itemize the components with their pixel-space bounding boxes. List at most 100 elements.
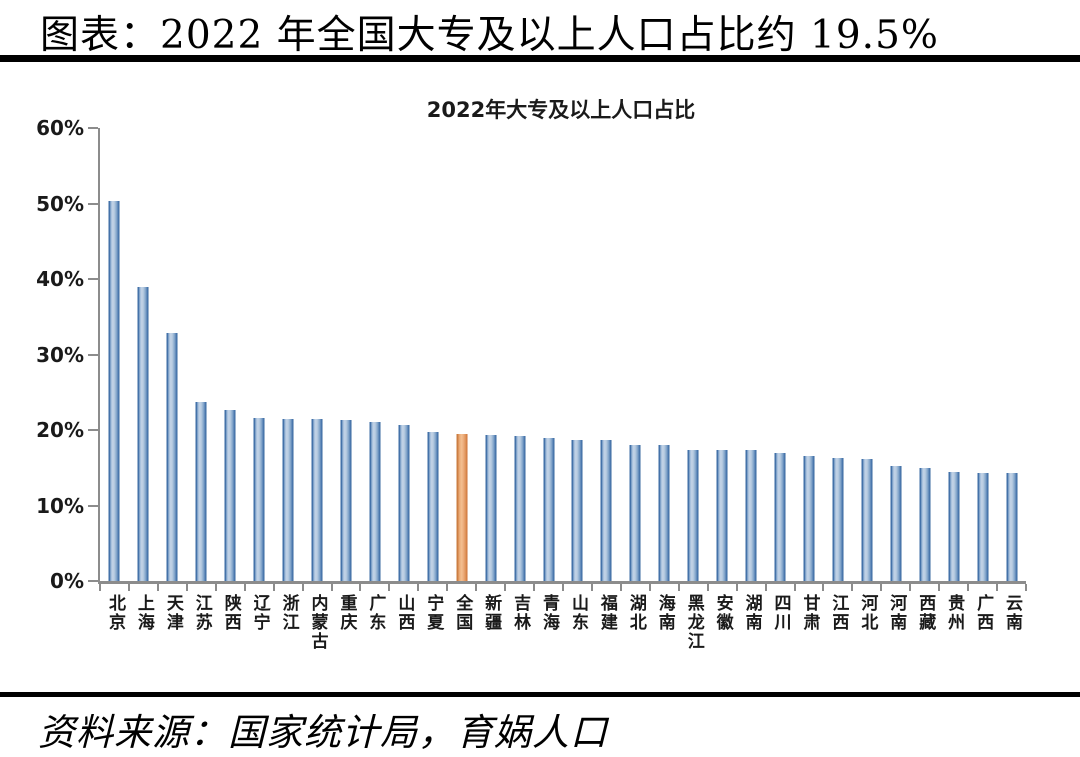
- x-axis-tick: [185, 584, 188, 591]
- x-axis-label: 河北: [857, 594, 878, 632]
- bar: [919, 467, 931, 581]
- bottom-divider: [0, 692, 1080, 697]
- x-axis-tick: [359, 584, 362, 591]
- x-axis-tick: [851, 584, 854, 591]
- x-axis-tick: [619, 584, 622, 591]
- x-axis-tick: [909, 584, 912, 591]
- bar: [543, 438, 555, 581]
- x-axis-label: 山东: [567, 594, 588, 632]
- bar-slot: 湖北: [621, 128, 650, 632]
- bar: [1006, 473, 1018, 581]
- bar: [832, 457, 844, 581]
- x-axis-tick: [764, 584, 767, 591]
- x-axis-label: 陕西: [220, 594, 241, 632]
- y-axis-tick: [88, 127, 98, 129]
- x-axis-tick: [793, 584, 796, 591]
- x-axis-label: 全国: [452, 594, 473, 632]
- bar-slot: 宁夏: [418, 128, 447, 632]
- bar: [977, 473, 989, 581]
- x-axis-label: 吉林: [510, 594, 531, 632]
- bar: [658, 445, 670, 581]
- x-axis-tick: [243, 584, 246, 591]
- x-axis-tick: [562, 584, 564, 591]
- bar-slot: 江苏: [187, 128, 216, 632]
- x-axis-tick: [272, 584, 275, 591]
- bar-slot: 广东: [360, 128, 389, 632]
- bar-slot: 吉林: [505, 128, 534, 632]
- x-axis-label: 辽宁: [249, 594, 270, 632]
- y-axis-label: 60%: [36, 116, 84, 140]
- y-axis-tick: [88, 429, 98, 431]
- source-note: 资料来源：国家统计局，育娲人口: [38, 711, 608, 754]
- x-axis-label: 福建: [596, 594, 617, 632]
- bar: [253, 417, 265, 581]
- bar: [687, 449, 699, 581]
- x-axis-label: 西藏: [915, 594, 936, 632]
- x-axis-label: 天津: [162, 594, 183, 632]
- bar: [282, 418, 294, 581]
- bar-slot: 安徽: [708, 128, 737, 632]
- y-axis-tick: [88, 353, 98, 356]
- bar-slot: 内蒙古: [303, 128, 332, 651]
- bar-slot: 北京: [100, 128, 129, 632]
- x-axis-tick: [1025, 584, 1027, 591]
- bar-slot: 新疆: [476, 128, 505, 632]
- x-axis-label: 上海: [133, 594, 154, 632]
- y-axis-label: 50%: [36, 191, 84, 216]
- bar-slot: 重庆: [332, 128, 361, 632]
- x-axis-tick: [301, 584, 304, 591]
- x-axis-label: 河南: [886, 594, 907, 632]
- bar-slot: 全国: [447, 128, 476, 632]
- x-axis-tick: [706, 584, 709, 591]
- y-axis-label: 30%: [36, 342, 84, 367]
- bar: [571, 439, 583, 581]
- x-axis-tick: [214, 584, 217, 591]
- bar-slot: 河北: [852, 128, 881, 632]
- x-axis-label: 新疆: [481, 594, 502, 632]
- bar-slot: 福建: [592, 128, 621, 632]
- x-axis-label: 重庆: [336, 594, 357, 632]
- x-axis-label: 内蒙古: [307, 594, 328, 651]
- bar-slot: 甘肃: [795, 128, 824, 632]
- x-axis-tick: [156, 584, 159, 591]
- x-axis-tick: [99, 584, 101, 591]
- bar-slot: 云南: [997, 128, 1026, 632]
- x-axis-label: 北京: [104, 594, 125, 632]
- bar-slot: 青海: [534, 128, 563, 632]
- bar: [224, 409, 236, 581]
- y-axis-label: 10%: [36, 493, 84, 518]
- bar: [108, 201, 120, 581]
- x-axis-label: 湖北: [625, 594, 646, 632]
- plot-area: 0% 10% 20% 30% 40% 50% 60% 北京 上海 天津 江苏 陕西 辽宁 浙江 内蒙古 重庆广…: [36, 118, 1027, 651]
- bar: [716, 450, 728, 581]
- x-axis-label: 海南: [654, 594, 675, 632]
- x-axis-label: 江苏: [191, 594, 212, 632]
- x-axis-label: 广东: [365, 594, 386, 632]
- x-axis-label: 四川: [770, 594, 791, 632]
- x-axis-tick: [677, 584, 680, 591]
- bar: [340, 420, 352, 581]
- page-title: 图表：2022 年全国大专及以上人口占比约 19.5%: [40, 13, 939, 58]
- x-axis-label: 安徽: [712, 594, 733, 632]
- x-axis-tick: [938, 584, 941, 591]
- bar-national-highlight: [456, 433, 468, 581]
- bar-slot: 浙江: [274, 128, 303, 632]
- x-axis-tick: [504, 584, 507, 591]
- x-axis-tick: [330, 584, 333, 591]
- y-axis-label: 0%: [50, 569, 84, 593]
- bar-slot: 江西: [823, 128, 852, 632]
- bar: [890, 466, 902, 581]
- bar: [311, 418, 323, 581]
- y-axis-tick: [88, 278, 98, 280]
- bar: [774, 452, 786, 581]
- y-axis-tick: [88, 202, 98, 205]
- bar-slot: 辽宁: [245, 128, 274, 632]
- bar-slot: 天津: [158, 128, 187, 632]
- y-axis-tick: [88, 580, 98, 582]
- x-axis-tick: [996, 584, 999, 591]
- bar: [948, 471, 960, 581]
- bar-slot: 山西: [389, 128, 418, 632]
- x-axis-tick: [533, 584, 536, 591]
- x-axis-label: 黑龙江: [683, 594, 704, 651]
- bar: [803, 456, 815, 581]
